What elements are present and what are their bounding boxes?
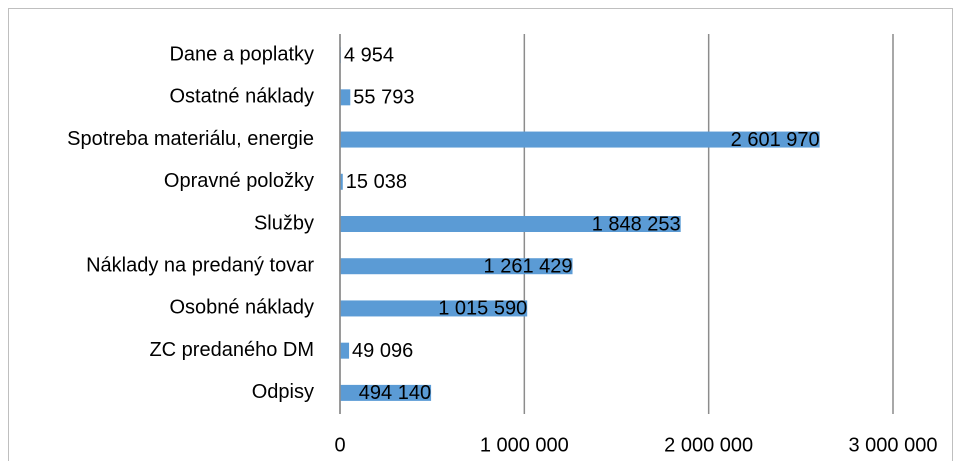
chart-frame: [8, 8, 953, 461]
y-tick-label: Služby: [254, 212, 314, 234]
bar: [340, 89, 351, 106]
bar: [340, 216, 681, 232]
x-tick-label: 3 000 000: [849, 434, 938, 456]
data-label: 4 954: [344, 44, 394, 66]
data-label: 2 601 970: [731, 129, 820, 151]
x-tick-label: 1 000 000: [480, 434, 569, 456]
bar: [340, 384, 432, 401]
data-label: 55 793: [353, 87, 414, 109]
x-tick-label: 2 000 000: [664, 434, 753, 456]
bar: [340, 131, 820, 148]
y-tick-label: Dane a poplatky: [169, 43, 314, 65]
bar: [340, 300, 528, 317]
bar: [340, 258, 573, 275]
data-label: 494 140: [359, 382, 431, 404]
y-tick-label: Spotreba materiálu, energie: [67, 128, 314, 150]
y-tick-label: ZC predaného DM: [149, 339, 314, 361]
data-label: 1 015 590: [438, 298, 527, 320]
data-label: 1 848 253: [592, 213, 681, 235]
data-label: 15 038: [346, 171, 407, 193]
bar: [340, 173, 343, 190]
y-tick-label: Odpisy: [252, 381, 314, 403]
y-tick-label: Osobné náklady: [169, 297, 314, 319]
x-tick-label: 0: [334, 434, 345, 456]
data-label: 1 261 429: [484, 256, 573, 278]
y-tick-label: Opravné položky: [164, 170, 314, 192]
y-tick-label: Ostatné náklady: [169, 86, 314, 108]
data-label: 49 096: [352, 340, 413, 362]
y-tick-label: Náklady na predaný tovar: [86, 255, 314, 277]
bar: [340, 342, 350, 359]
